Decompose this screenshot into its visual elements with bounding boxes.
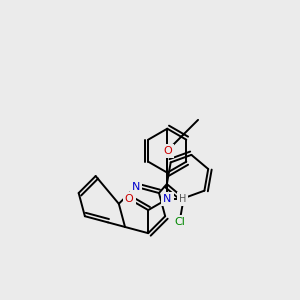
Text: N: N (132, 182, 140, 192)
Text: H: H (179, 194, 186, 204)
Text: N: N (163, 194, 172, 204)
Text: O: O (163, 146, 172, 156)
Text: O: O (125, 194, 134, 204)
Text: Cl: Cl (175, 217, 186, 227)
